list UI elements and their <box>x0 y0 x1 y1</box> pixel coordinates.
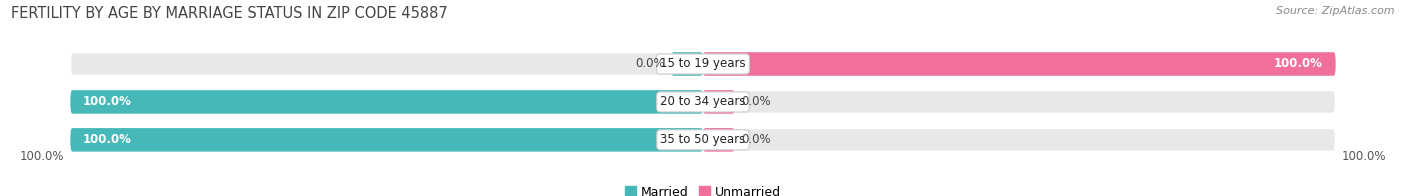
Text: 0.0%: 0.0% <box>741 133 770 146</box>
FancyBboxPatch shape <box>70 128 703 152</box>
FancyBboxPatch shape <box>703 52 1336 76</box>
Text: 100.0%: 100.0% <box>1341 150 1386 163</box>
Text: 100.0%: 100.0% <box>83 133 132 146</box>
Text: 0.0%: 0.0% <box>636 57 665 71</box>
Text: 100.0%: 100.0% <box>20 150 65 163</box>
FancyBboxPatch shape <box>703 52 1336 76</box>
FancyBboxPatch shape <box>703 128 1336 152</box>
Text: 15 to 19 years: 15 to 19 years <box>661 57 745 71</box>
FancyBboxPatch shape <box>70 128 703 152</box>
FancyBboxPatch shape <box>70 90 703 114</box>
FancyBboxPatch shape <box>703 90 1336 114</box>
FancyBboxPatch shape <box>70 52 703 76</box>
Text: 100.0%: 100.0% <box>1274 57 1323 71</box>
FancyBboxPatch shape <box>672 52 703 76</box>
Text: 100.0%: 100.0% <box>83 95 132 108</box>
Legend: Married, Unmarried: Married, Unmarried <box>620 181 786 196</box>
Text: FERTILITY BY AGE BY MARRIAGE STATUS IN ZIP CODE 45887: FERTILITY BY AGE BY MARRIAGE STATUS IN Z… <box>11 6 449 21</box>
FancyBboxPatch shape <box>703 128 734 152</box>
Text: 35 to 50 years: 35 to 50 years <box>661 133 745 146</box>
FancyBboxPatch shape <box>70 90 703 114</box>
Text: Source: ZipAtlas.com: Source: ZipAtlas.com <box>1277 6 1395 16</box>
FancyBboxPatch shape <box>703 90 734 114</box>
Text: 0.0%: 0.0% <box>741 95 770 108</box>
Text: 20 to 34 years: 20 to 34 years <box>661 95 745 108</box>
